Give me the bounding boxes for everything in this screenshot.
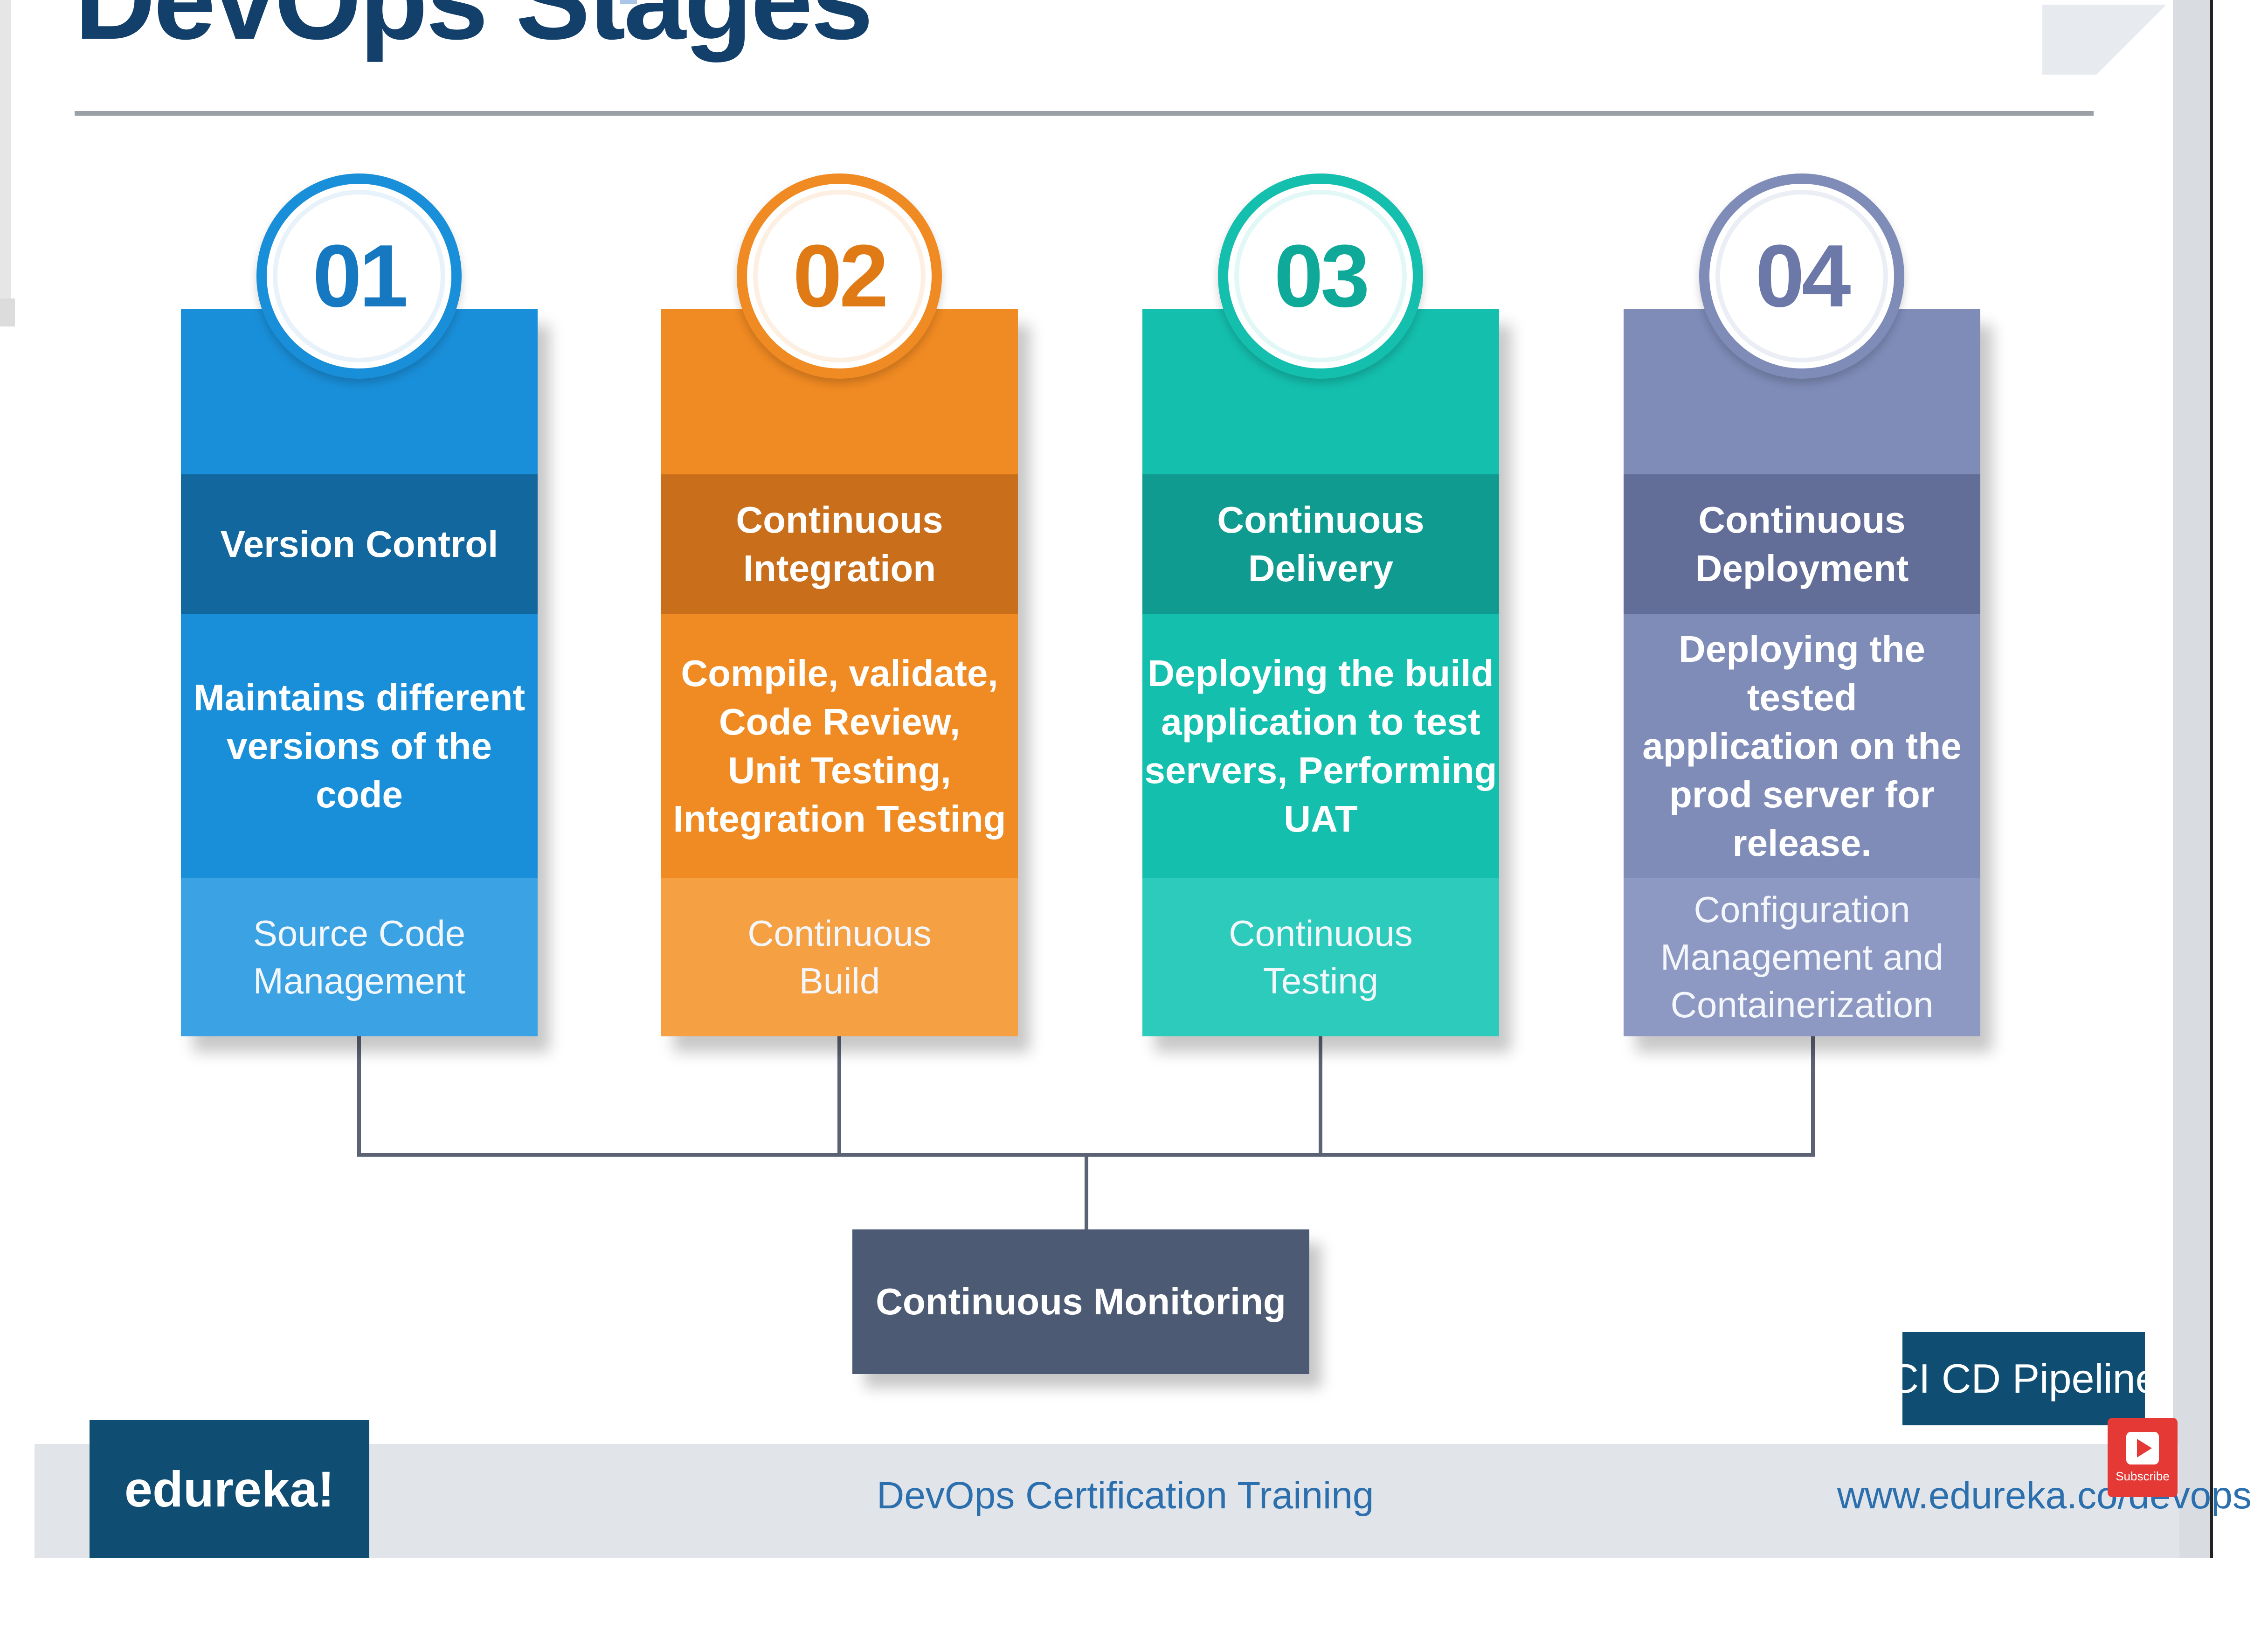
connector-monitor — [1085, 1153, 1088, 1230]
stage-card-4: Continuous Deployment Deploying the test… — [1624, 309, 1980, 1036]
continuous-monitoring-box: Continuous Monitoring — [852, 1229, 1309, 1374]
stage-name-band: Continuous Deployment — [1624, 474, 1980, 614]
stage-number: 04 — [1755, 227, 1851, 326]
connector-stage-4 — [1811, 1036, 1815, 1157]
subscribe-button[interactable]: Subscribe — [2108, 1418, 2178, 1497]
subscribe-label: Subscribe — [2116, 1469, 2170, 1483]
stage-name-band: Version Control — [181, 474, 538, 614]
stage-description-band: Compile, validate, Code Review, Unit Tes… — [661, 614, 1018, 878]
play-icon — [2126, 1431, 2159, 1464]
right-frame-edge — [2210, 0, 2213, 1558]
stage-description-band: Deploying the build application to test … — [1142, 614, 1499, 878]
connector-stage-1 — [357, 1036, 361, 1157]
edureka-logo: edureka! — [90, 1420, 369, 1558]
stage-name-band: Continuous Integration — [661, 474, 1018, 614]
stage-description: Maintains different versions of the code — [193, 676, 526, 815]
course-title: DevOps Certification Training — [877, 1474, 1374, 1517]
continuous-monitoring-label: Continuous Monitoring — [876, 1281, 1286, 1322]
stage-description: Deploying the build application to test … — [1144, 652, 1497, 840]
slide-corner-decoration — [2042, 5, 2178, 75]
stage-description: Compile, validate, Code Review, Unit Tes… — [673, 652, 1006, 840]
connector-stage-3 — [1319, 1036, 1322, 1157]
stage-name: Continuous Integration — [736, 499, 943, 589]
stage-tool-band: Configuration Management and Containeriz… — [1624, 878, 1980, 1036]
stage-number: 01 — [312, 227, 408, 326]
stage-number-badge-3: 03 — [1218, 174, 1423, 379]
title-divider — [75, 111, 2094, 116]
slide-title: DevOps Stages — [75, 0, 873, 62]
stage-card-2: Continuous Integration Compile, validate… — [661, 309, 1018, 1036]
stage-number-badge-1: 01 — [256, 174, 462, 379]
stage-number: 03 — [1274, 227, 1369, 326]
top-tab-mark — [620, 0, 637, 4]
stage-card-1: Version Control Maintains different vers… — [181, 309, 538, 1036]
ci-cd-pipeline-badge: CI CD Pipeline — [1889, 1332, 2158, 1425]
logo-text: edureka! — [124, 1460, 335, 1517]
stage-number: 02 — [793, 227, 888, 326]
stage-description-band: Deploying the tested application on the … — [1624, 614, 1980, 878]
stage-card-3: Continuous Delivery Deploying the build … — [1142, 309, 1499, 1036]
stage-name-band: Continuous Delivery — [1142, 474, 1499, 614]
stage-name: Continuous Delivery — [1217, 499, 1424, 589]
footer-url-link[interactable]: www.edureka.co/devops — [1837, 1474, 2252, 1517]
stage-tool: Continuous Build — [747, 913, 932, 1001]
stage-tool: Source Code Management — [253, 913, 466, 1001]
stage-description-band: Maintains different versions of the code — [181, 614, 538, 878]
footer-bar — [35, 1444, 2179, 1558]
stage-tool-band: Continuous Testing — [1142, 878, 1499, 1036]
stage-description: Deploying the tested application on the … — [1642, 628, 1962, 864]
stage-name: Version Control — [220, 523, 498, 565]
left-frame-edge — [0, 0, 11, 298]
connector-stage-2 — [837, 1036, 841, 1157]
stage-tool-band: Source Code Management — [181, 878, 538, 1036]
stage-tool-band: Continuous Build — [661, 878, 1018, 1036]
right-frame — [2173, 0, 2210, 1558]
stage-tool: Continuous Testing — [1229, 913, 1413, 1001]
stage-name: Continuous Deployment — [1695, 499, 1909, 589]
left-frame-tab — [0, 298, 15, 326]
ci-cd-pipeline-label: CI CD Pipeline — [1889, 1355, 2158, 1402]
stage-number-badge-2: 02 — [737, 174, 942, 379]
stage-tool: Configuration Management and Containeriz… — [1660, 889, 1944, 1025]
stage-number-badge-4: 04 — [1699, 174, 1904, 379]
